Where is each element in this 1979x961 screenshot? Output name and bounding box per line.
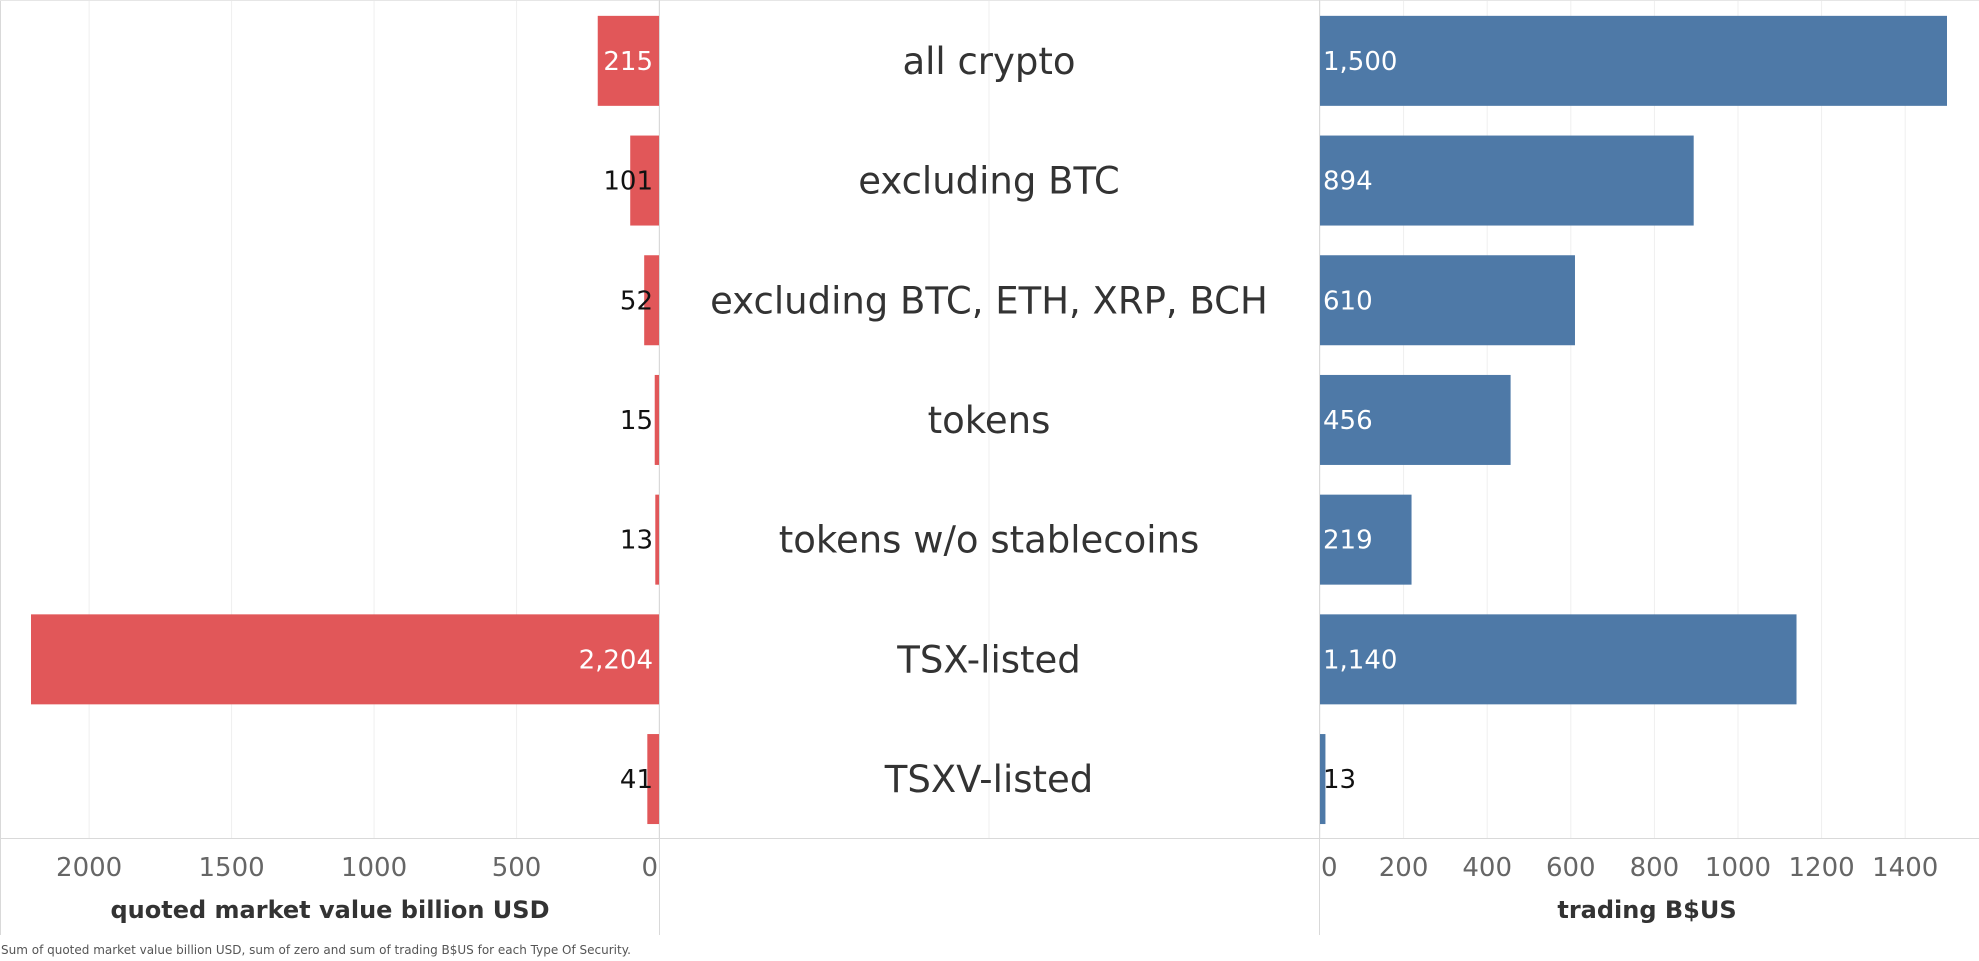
right-tick-label: 0 xyxy=(1321,853,1338,883)
category-label: tokens w/o stablecoins xyxy=(779,519,1200,562)
left-axis-title: quoted market value billion USD xyxy=(111,896,550,924)
right-value-label: 1,500 xyxy=(1323,47,1397,77)
right-value-label: 456 xyxy=(1323,406,1373,436)
left-tick-label: 1000 xyxy=(341,853,407,883)
left-value-label: 41 xyxy=(620,765,653,795)
category-label: TSX-listed xyxy=(896,638,1081,681)
right-bar xyxy=(1320,734,1326,825)
right-value-label: 894 xyxy=(1323,167,1373,197)
right-value-label: 13 xyxy=(1323,765,1356,795)
bars xyxy=(31,15,1947,825)
left-bar xyxy=(597,15,659,106)
right-tick-label: 800 xyxy=(1630,853,1680,883)
right-value-label: 1,140 xyxy=(1323,645,1397,675)
right-value-label: 610 xyxy=(1323,286,1373,316)
right-tick-label: 1400 xyxy=(1872,853,1938,883)
right-bar xyxy=(1320,15,1947,106)
right-bar xyxy=(1320,135,1694,226)
right-tick-label: 1000 xyxy=(1705,853,1771,883)
category-label: excluding BTC xyxy=(858,160,1120,203)
labels: 215 1,500 all crypto 101 894 excluding BTC 52 6… xyxy=(56,40,1938,883)
right-bar xyxy=(1320,614,1797,705)
right-bar xyxy=(1320,374,1511,465)
left-tick-label: 0 xyxy=(641,853,658,883)
right-axis-title: trading B$US xyxy=(1557,896,1736,924)
chart-frame xyxy=(0,0,1979,935)
left-value-label: 15 xyxy=(620,406,653,436)
left-value-label: 52 xyxy=(620,286,653,316)
right-value-label: 219 xyxy=(1323,526,1373,556)
right-bar xyxy=(1320,255,1575,346)
left-bar xyxy=(655,494,659,585)
right-tick-label: 200 xyxy=(1379,853,1429,883)
left-bar xyxy=(630,135,659,226)
left-value-label: 101 xyxy=(603,167,653,197)
left-tick-label: 2000 xyxy=(56,853,122,883)
left-bar xyxy=(647,734,659,825)
left-bar xyxy=(31,614,659,705)
category-label: tokens xyxy=(928,399,1051,442)
left-bar xyxy=(644,255,659,346)
right-tick-label: 600 xyxy=(1546,853,1596,883)
right-tick-label: 400 xyxy=(1462,853,1512,883)
category-label: excluding BTC, ETH, XRP, BCH xyxy=(710,279,1268,322)
left-tick-label: 1500 xyxy=(199,853,265,883)
left-value-label: 215 xyxy=(603,47,653,77)
left-bar xyxy=(654,374,659,465)
right-bar xyxy=(1320,494,1412,585)
right-tick-label: 1200 xyxy=(1789,853,1855,883)
caption: Sum of quoted market value billion USD, … xyxy=(1,943,631,957)
left-tick-label: 500 xyxy=(492,853,542,883)
category-label: TSXV-listed xyxy=(884,758,1094,801)
left-value-label: 2,204 xyxy=(579,645,653,675)
left-value-label: 13 xyxy=(620,526,653,556)
category-label: all crypto xyxy=(902,40,1075,83)
